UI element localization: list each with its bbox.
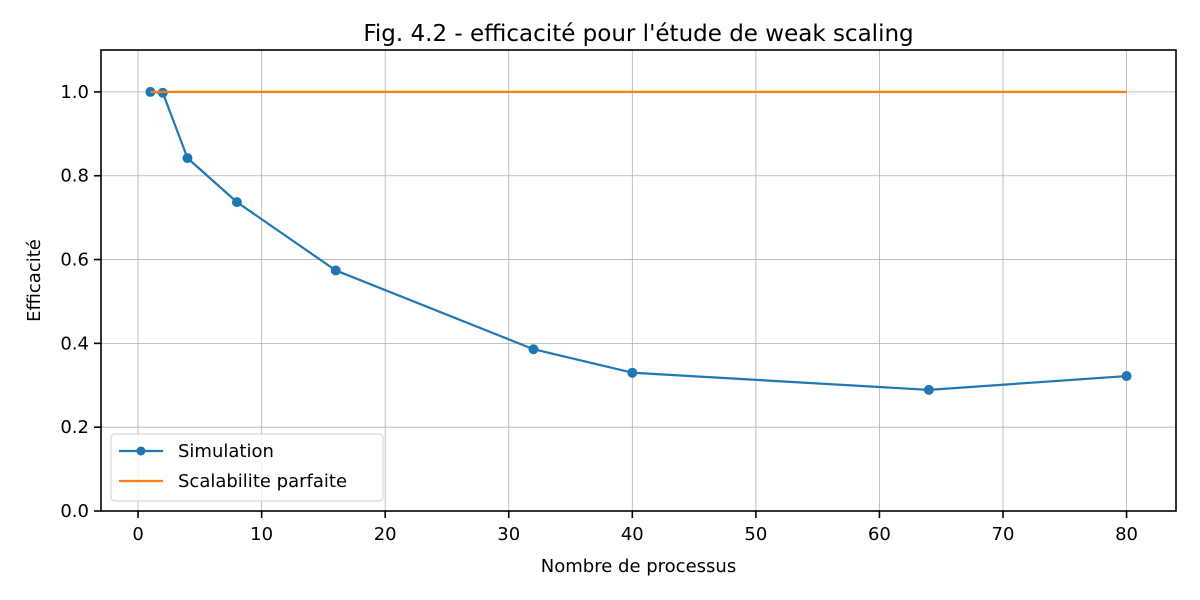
legend-label-simulation: Simulation — [178, 441, 274, 462]
chart-title: Fig. 4.2 - efficacité pour l'étude de we… — [363, 21, 913, 47]
y-tick-label: 0.4 — [60, 333, 89, 354]
legend-marker-simulation — [136, 446, 146, 456]
x-tick-label: 80 — [1115, 524, 1138, 545]
y-tick-label: 0.0 — [60, 501, 89, 522]
x-tick-label: 10 — [250, 524, 273, 545]
y-tick-label: 1.0 — [60, 82, 89, 103]
x-tick-label: 0 — [132, 524, 143, 545]
x-tick-label: 70 — [992, 524, 1015, 545]
y-tick-label: 0.2 — [60, 417, 89, 438]
data-point — [528, 344, 539, 355]
data-point — [923, 384, 934, 395]
data-point — [330, 265, 341, 276]
data-point — [1121, 371, 1132, 382]
series-layer — [145, 86, 1132, 395]
plot-frame — [100, 49, 1177, 512]
x-tick-label: 20 — [374, 524, 397, 545]
x-tick-label: 50 — [744, 524, 767, 545]
data-point — [182, 153, 193, 164]
x-tick-label: 60 — [868, 524, 891, 545]
legend-label-perfect-scaling: Scalabilite parfaite — [178, 471, 347, 492]
y-tick-label: 0.6 — [60, 250, 89, 271]
data-point — [231, 197, 242, 208]
legend: Simulation Scalabilite parfaite — [110, 433, 384, 502]
y-axis-title: Efficacité — [24, 239, 45, 322]
x-axis-title: Nombre de processus — [541, 556, 736, 577]
y-tick-label: 0.8 — [60, 166, 89, 187]
x-tick-label: 40 — [621, 524, 644, 545]
x-tick-label: 30 — [497, 524, 520, 545]
data-point — [627, 367, 638, 378]
legend-box — [110, 433, 384, 502]
axis-ticks: 0 10 20 30 40 50 60 70 80 0.0 0.2 0.4 0.6 0.8 1.0 — [60, 82, 1138, 545]
